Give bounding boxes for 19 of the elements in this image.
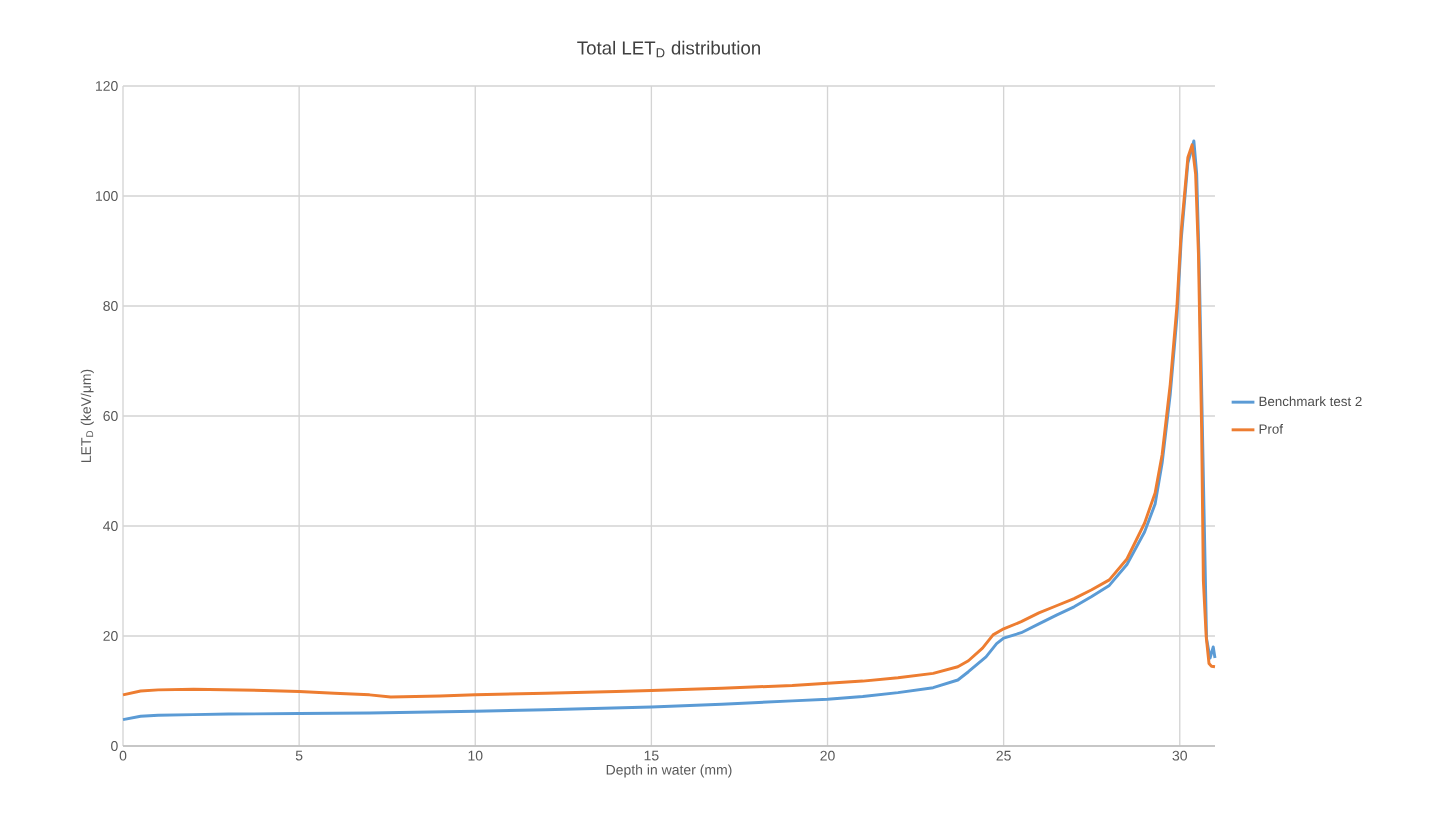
- chart-title: Total LET$_{D}$ distribution: [577, 40, 760, 58]
- x-axis-title: Depth in water (mm): [606, 764, 732, 778]
- x-tick-label: 30: [1172, 750, 1187, 761]
- x-tick-label: 10: [468, 750, 483, 761]
- x-tick-label: 25: [996, 750, 1011, 761]
- y-tick-label: 0: [111, 741, 118, 751]
- x-tick-label: 0: [119, 750, 127, 761]
- legend-label: Prof: [1259, 423, 1284, 434]
- legend-label: Benchmark test 2: [1259, 396, 1362, 407]
- y-tick-label: 40: [103, 521, 118, 531]
- y-tick-label: 80: [103, 301, 118, 311]
- x-tick-label: 15: [644, 750, 659, 761]
- y-tick-label: 60: [103, 411, 118, 421]
- y-tick-label: 100: [96, 191, 118, 201]
- y-tick-label: 20: [103, 631, 118, 641]
- y-axis-title: LET$_{D}$ (keV/μm): [80, 369, 94, 463]
- x-tick-label: 20: [820, 750, 835, 761]
- y-tick-label: 120: [96, 81, 118, 91]
- x-tick-label: 5: [295, 750, 303, 761]
